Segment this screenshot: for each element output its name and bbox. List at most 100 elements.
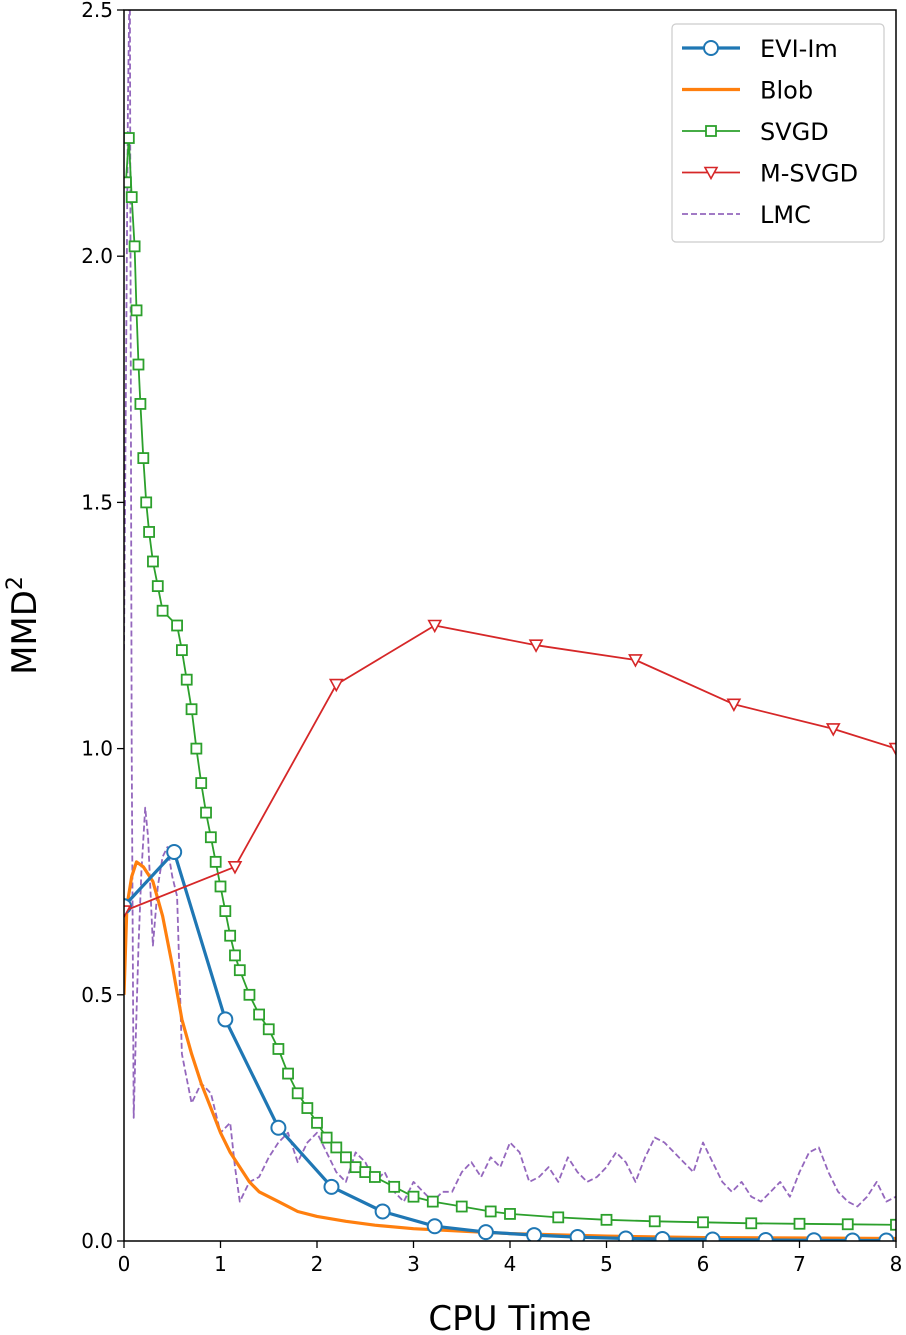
data-point-m-svgd [825,723,841,737]
data-point-svgd [180,673,193,686]
data-point-svgd [272,1043,285,1055]
data-point-svgd [134,398,147,410]
data-point-evi-im [374,1203,391,1220]
data-point-svgd [407,1190,420,1203]
data-point-svgd [229,949,241,962]
data-point-m-svgd [726,698,742,712]
data-point-svgd [224,929,237,942]
data-point-svgd [214,880,227,893]
data-point-svgd [552,1211,565,1224]
data-point-evi-im [569,1229,586,1241]
y-tick-label: 0.5 [81,983,113,1007]
legend-item-lmc: LMC [682,201,811,229]
x-tick-label: 0 [118,1252,131,1276]
legend: EVI-Im Blob SVGD M-SVGD LMC [671,23,885,243]
data-point-svgd [455,1200,468,1213]
data-point-svgd [262,1023,275,1036]
data-point-svgd [233,964,246,977]
legend-label-m-svgd: M-SVGD [760,160,858,188]
data-point-svgd [171,619,183,632]
data-point-svgd [132,358,145,371]
x-tick-label: 1 [214,1252,227,1276]
data-point-evi-im [757,1232,774,1241]
data-point-svgd [504,1208,516,1220]
data-point-svgd [140,496,153,509]
data-point-svgd [600,1213,613,1226]
y-tick-label: 0.0 [81,1229,113,1253]
x-tick-label: 6 [697,1252,710,1276]
data-point-evi-im [526,1227,543,1241]
y-axis-title: MMD2 [3,576,45,675]
data-point-evi-im [654,1231,671,1241]
legend-marker-svgd [705,125,717,137]
data-point-svgd [147,555,159,568]
data-point-svgd [130,304,143,317]
data-point-svgd [745,1217,758,1230]
data-point-svgd [253,1008,266,1021]
data-point-m-svgd [124,905,132,919]
data-point-m-svgd [227,860,243,875]
data-point-svgd [648,1215,661,1228]
data-point-svgd [388,1180,401,1193]
data-point-svgd [282,1067,294,1080]
data-point-svgd [311,1116,323,1129]
x-tick-label: 8 [890,1252,903,1276]
data-point-svgd [195,777,208,789]
series-lmc [124,10,896,1208]
data-point-svgd [128,240,141,253]
x-tick-label: 2 [311,1252,324,1276]
data-point-svgd [175,644,188,657]
data-point-svgd [125,191,138,204]
data-point-svgd [219,905,232,917]
legend-marker-m-svgd [703,166,719,181]
data-point-m-svgd [528,639,544,653]
data-point-evi-im [166,844,183,861]
data-point-svgd [426,1195,439,1208]
data-point-evi-im [477,1224,494,1241]
data-point-svgd [320,1131,333,1144]
data-point-svgd [291,1087,304,1100]
data-point-svgd [151,580,164,593]
data-point-svgd [484,1205,497,1218]
data-point-svgd [243,988,256,1001]
data-point-m-svgd [888,742,896,757]
x-tick-label: 7 [793,1252,806,1276]
data-point-svgd [143,526,155,538]
legend-label-svgd: SVGD [760,118,829,146]
y-tick-label: 1.0 [81,737,113,761]
y-tick-label: 2.0 [81,244,113,268]
data-point-svgd [137,452,150,464]
legend-item-m-svgd: M-SVGD [682,160,858,188]
x-tick-label: 3 [407,1252,420,1276]
data-point-svgd [793,1217,806,1230]
series-m-svgd [124,619,896,919]
data-point-svgd [349,1161,362,1174]
data-point-svgd [359,1166,372,1178]
data-point-svgd [124,132,135,144]
legend-box [671,23,885,243]
y-axis-title-main: MMD [5,590,45,675]
y-tick-label: 1.5 [81,490,113,514]
data-point-evi-im [704,1231,721,1241]
data-point-svgd [841,1218,854,1231]
x-tick-label: 5 [600,1252,613,1276]
y-axis-title-superscript: 2 [3,576,28,590]
series-svgd [124,132,896,1231]
data-point-svgd [190,742,203,755]
data-point-evi-im [217,1011,234,1028]
data-point-evi-im [323,1178,340,1195]
x-axis-title: CPU Time [428,1299,591,1335]
data-point-svgd [697,1216,709,1229]
data-point-svgd [124,176,132,189]
data-point-svgd [200,806,212,819]
y-tick-label: 2.5 [81,0,113,22]
x-tick-label: 4 [504,1252,517,1276]
data-point-evi-im [270,1119,287,1136]
data-point-evi-im [426,1218,443,1235]
legend-label-evi-im: EVI-Im [760,35,838,63]
legend-item-blob: Blob [682,77,813,105]
data-point-svgd [340,1151,352,1164]
legend-item-svgd: SVGD [682,118,829,146]
data-point-m-svgd [427,619,443,634]
